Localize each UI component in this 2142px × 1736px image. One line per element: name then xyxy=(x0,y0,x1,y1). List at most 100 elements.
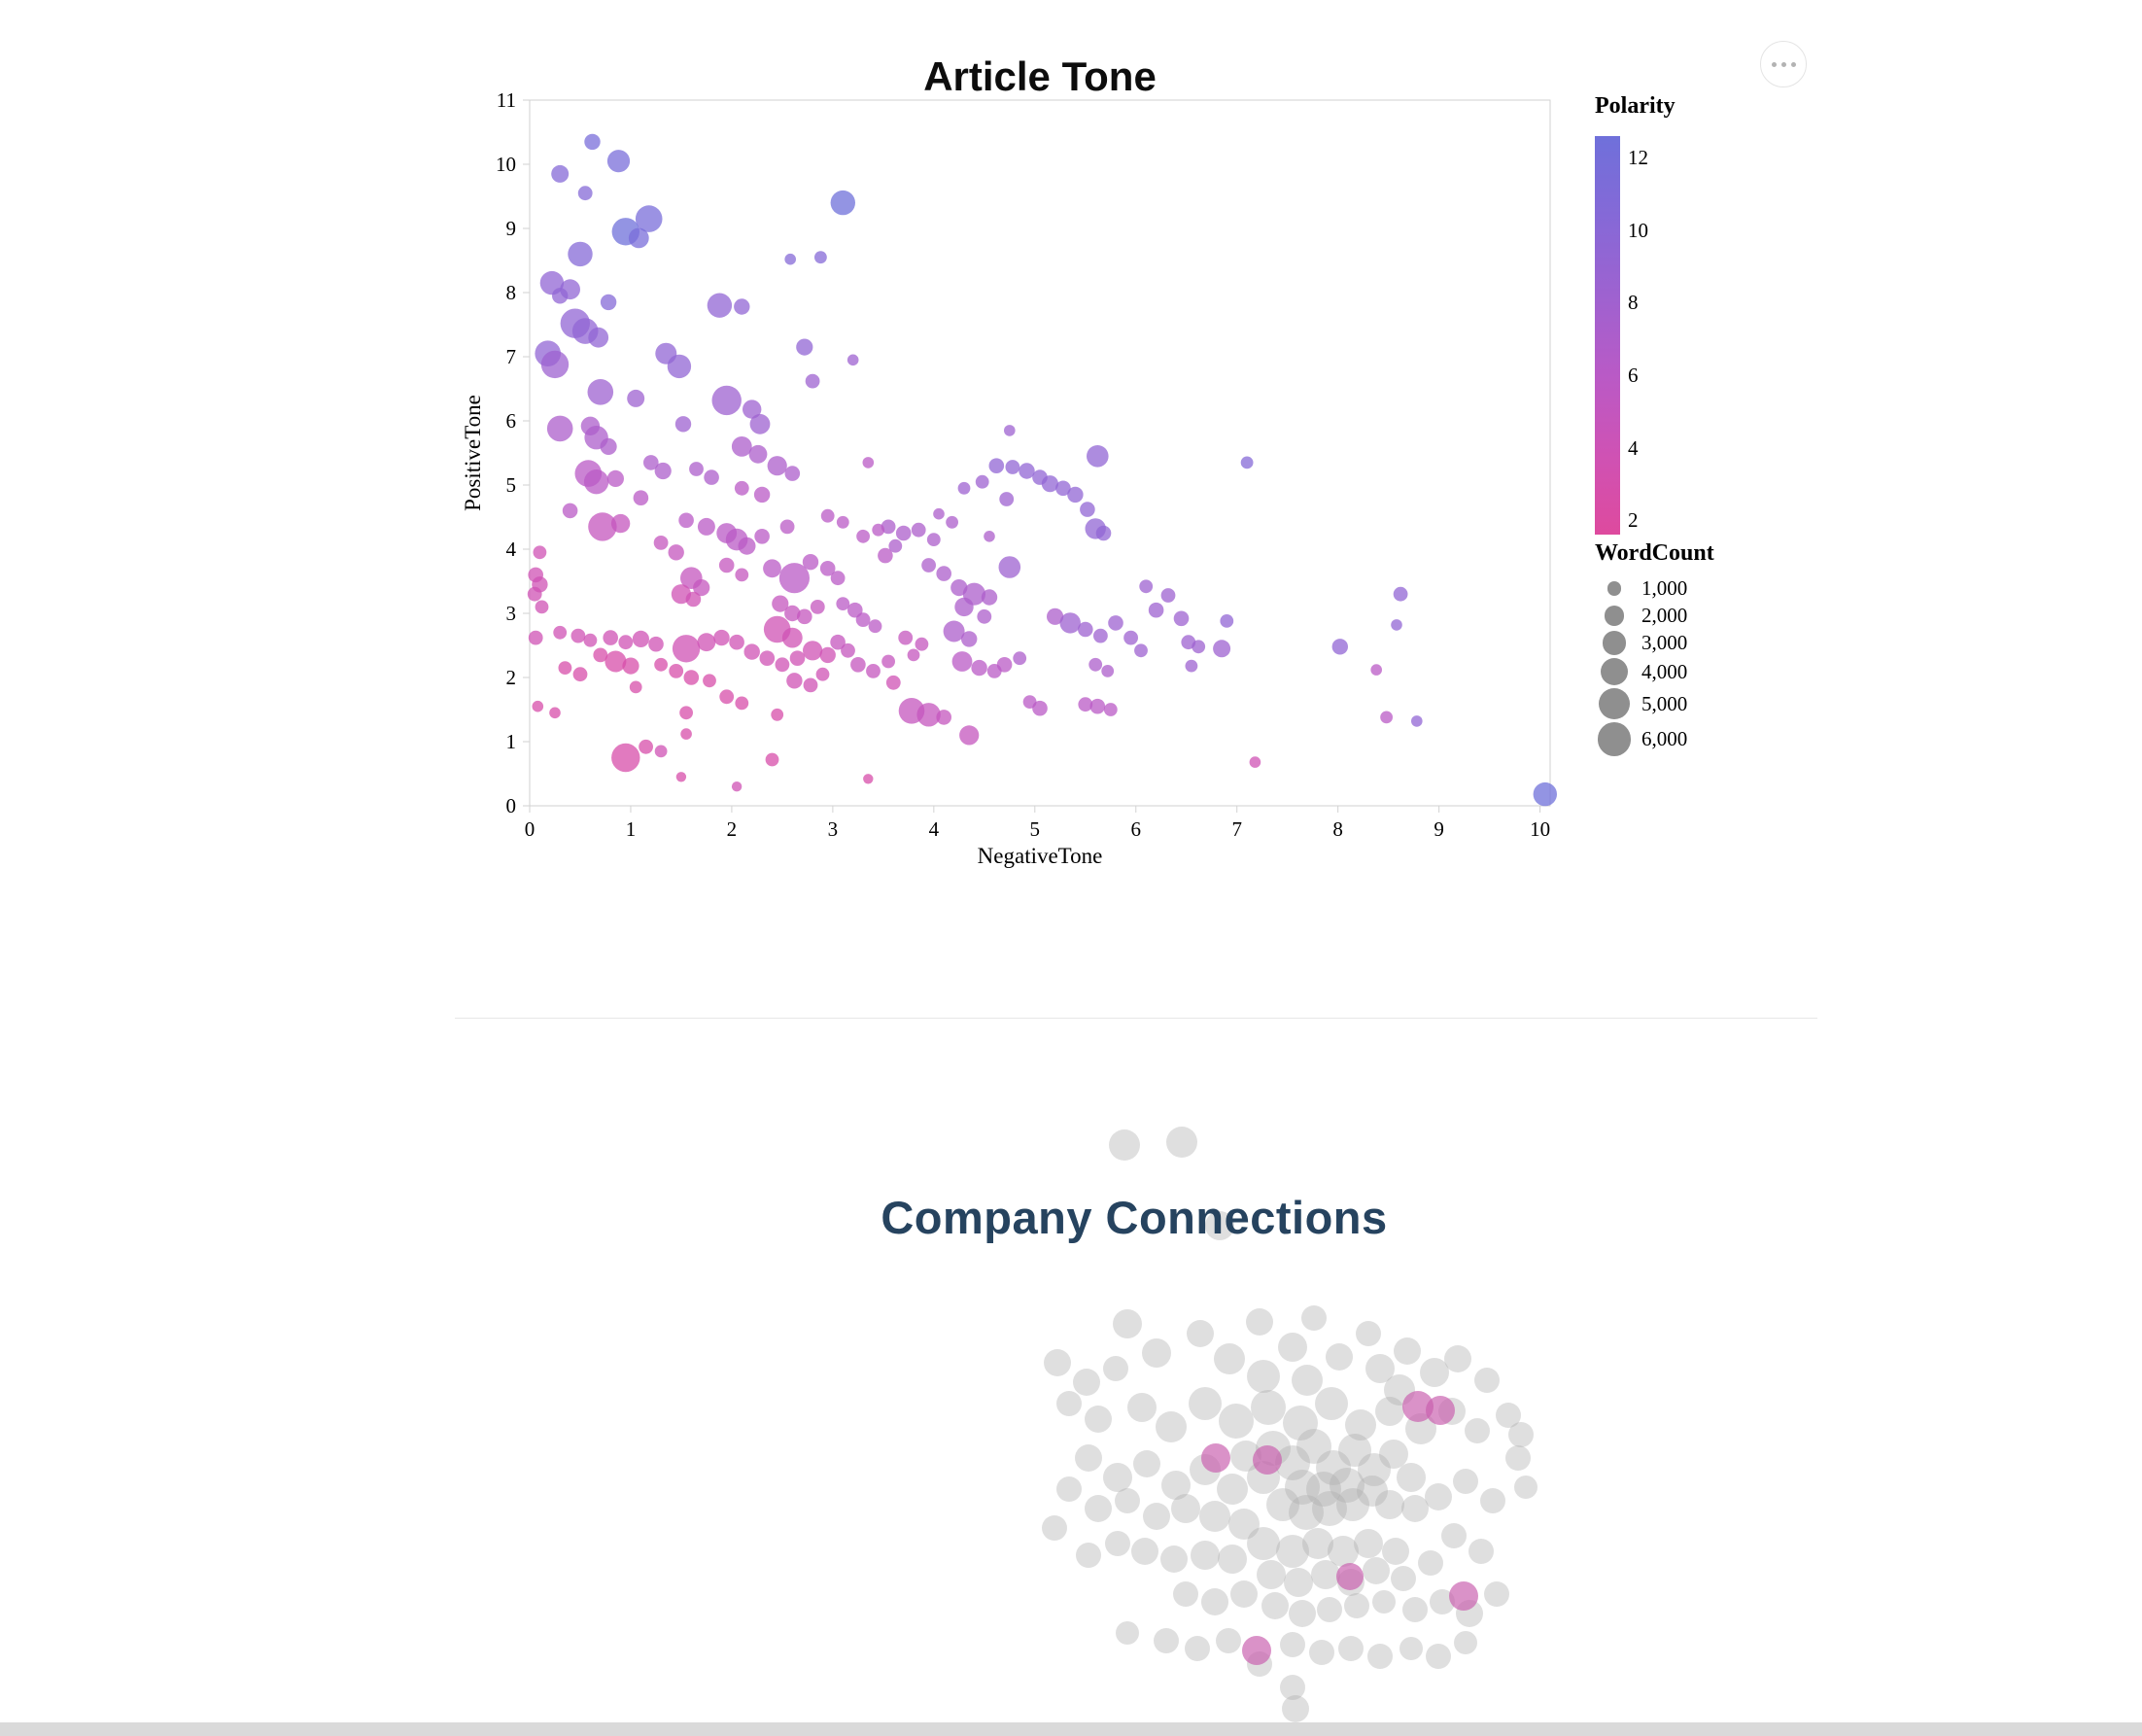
network-node xyxy=(1131,1538,1158,1565)
scatter-point xyxy=(1108,615,1123,631)
more-options-button[interactable] xyxy=(1760,41,1807,87)
network-node xyxy=(1444,1345,1471,1372)
network-node xyxy=(1382,1538,1409,1565)
network-node xyxy=(1336,1488,1369,1521)
network-node xyxy=(1246,1308,1273,1336)
network-node xyxy=(1280,1632,1305,1657)
network-node xyxy=(1219,1404,1254,1439)
network-node xyxy=(1042,1515,1067,1541)
network-node xyxy=(1282,1695,1309,1722)
network-node xyxy=(1171,1494,1200,1523)
size-circle-icon xyxy=(1606,581,1622,596)
scatter-point xyxy=(796,338,813,356)
scatter-point xyxy=(549,707,561,719)
scatter-point xyxy=(748,444,768,464)
scatter-point xyxy=(753,486,771,503)
network-node xyxy=(1103,1463,1132,1492)
scatter-point xyxy=(916,703,941,727)
wordcount-legend: WordCount 1,000 2,000 3,000 4,000 5,000 6,000 xyxy=(1595,540,1714,759)
scatter-point xyxy=(802,554,819,571)
scatter-point xyxy=(553,625,568,640)
scatter-point xyxy=(836,515,849,529)
scatter-point xyxy=(767,456,787,476)
network-node xyxy=(1301,1305,1327,1331)
scatter-point xyxy=(855,612,871,627)
y-tick-label: 0 xyxy=(506,794,517,817)
network-node xyxy=(1156,1411,1187,1442)
scatter-point xyxy=(1013,651,1027,666)
scatter-point xyxy=(1134,643,1148,658)
scatter-point xyxy=(685,591,702,608)
scatter-point xyxy=(572,667,588,682)
scatter-point xyxy=(697,517,715,536)
network-node xyxy=(1161,1471,1191,1500)
scatter-point xyxy=(583,469,609,495)
network-node xyxy=(1363,1557,1390,1584)
scatter-point xyxy=(689,462,704,476)
scatter-point xyxy=(961,631,978,647)
scatter-point xyxy=(713,629,730,646)
scatter-point xyxy=(674,416,692,433)
scatter-point xyxy=(1249,756,1261,768)
scatter-point xyxy=(735,696,749,711)
network-node-highlighted xyxy=(1253,1445,1282,1475)
scatter-point xyxy=(667,354,692,379)
network-node xyxy=(1217,1474,1248,1505)
network-node xyxy=(1133,1450,1160,1477)
scatter-point xyxy=(693,579,710,597)
scatter-point xyxy=(1380,711,1393,724)
scatter-point xyxy=(841,642,855,658)
scatter-point xyxy=(1019,463,1035,479)
scatter-point xyxy=(771,708,784,721)
scatter-point xyxy=(675,772,687,782)
wordcount-legend-label: 5,000 xyxy=(1641,691,1688,715)
network-node xyxy=(1326,1343,1353,1371)
scatter-point xyxy=(635,205,663,232)
network-node-highlighted xyxy=(1201,1443,1230,1473)
scatter-point xyxy=(850,657,866,673)
scatter-point xyxy=(680,728,692,740)
network-node xyxy=(1514,1476,1537,1499)
network-node xyxy=(1261,1592,1289,1619)
scatter-point xyxy=(803,677,818,693)
network-node xyxy=(1044,1349,1071,1376)
scatter-point xyxy=(814,251,827,264)
network-node xyxy=(1338,1434,1371,1467)
wordcount-legend-label: 1,000 xyxy=(1641,576,1688,600)
scatter-point xyxy=(629,680,642,694)
scatter-point xyxy=(627,389,645,407)
scatter-point xyxy=(1095,525,1112,541)
network-node xyxy=(1228,1509,1260,1540)
scatter-point xyxy=(1240,456,1254,469)
network-node xyxy=(1085,1495,1112,1522)
network-node xyxy=(1372,1590,1396,1614)
scatter-point xyxy=(1103,703,1118,716)
scatter-point xyxy=(957,481,971,495)
scatter-point xyxy=(1047,608,1064,625)
network-node xyxy=(1289,1600,1316,1627)
wordcount-legend-label: 2,000 xyxy=(1641,604,1688,627)
scatter-point xyxy=(648,636,664,652)
network-node xyxy=(1105,1531,1130,1556)
network-node xyxy=(1426,1644,1451,1669)
scatter-point xyxy=(820,508,835,523)
scatter-point xyxy=(606,150,631,173)
scatter-point xyxy=(786,673,803,689)
network-node xyxy=(1391,1566,1416,1591)
network-node xyxy=(1394,1337,1421,1365)
x-tick-label: 2 xyxy=(727,817,738,841)
network-node xyxy=(1315,1387,1348,1420)
network-node xyxy=(1214,1343,1245,1374)
size-circle-icon xyxy=(1602,631,1627,655)
scatter-point xyxy=(532,700,544,712)
network-node xyxy=(1075,1444,1102,1472)
scatter-point xyxy=(584,133,601,151)
network-node xyxy=(1199,1501,1230,1532)
y-tick-label: 3 xyxy=(506,602,517,625)
horizontal-scrollbar[interactable] xyxy=(0,1722,2142,1736)
scatter-point xyxy=(533,545,547,560)
scatter-points xyxy=(527,133,1558,807)
scatter-point xyxy=(863,774,874,784)
network-node xyxy=(1284,1568,1313,1597)
network-node xyxy=(1367,1644,1393,1669)
